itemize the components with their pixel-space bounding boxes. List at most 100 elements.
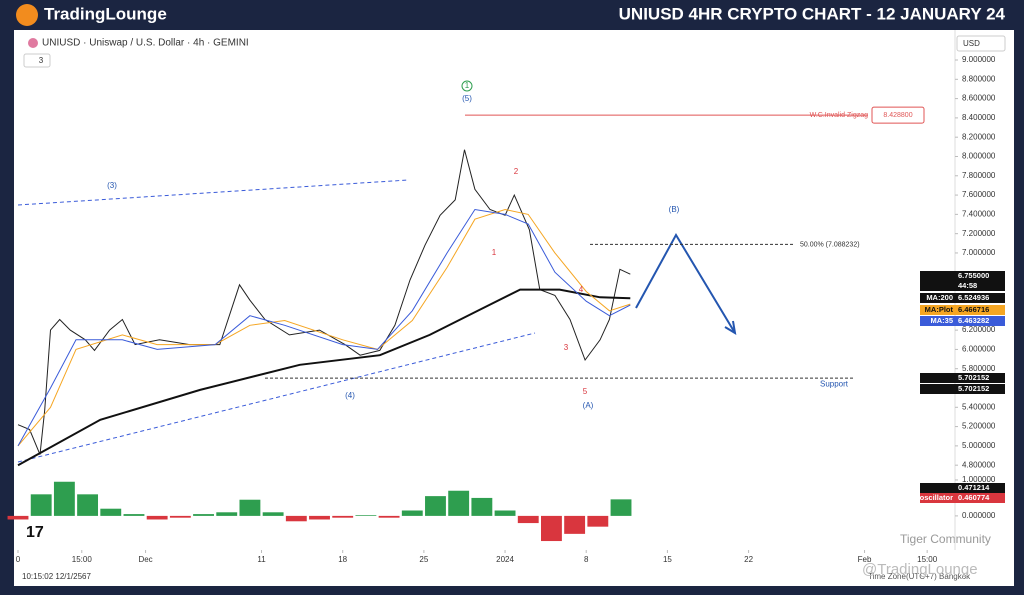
wave-label: 3: [564, 343, 569, 352]
price-tag-label: MA:35: [930, 316, 953, 325]
x-tick-label: Feb: [858, 555, 872, 564]
y-tick-label: 8.600000: [962, 94, 996, 103]
y-tick-label: 5.400000: [962, 402, 996, 411]
wave-label: 4: [579, 285, 584, 294]
x-tick-label: Dec: [138, 555, 152, 564]
oscillator-bar: [30, 494, 52, 516]
y-tick-label: 7.800000: [962, 171, 996, 180]
y-tick-label: 5.000000: [962, 441, 996, 450]
oscillator-bar: [123, 514, 145, 516]
x-tick-label: 25: [419, 555, 428, 564]
oscillator-bar: [425, 496, 446, 516]
wave-label: 5: [583, 387, 588, 396]
price-tag-label: 44:58: [958, 281, 977, 290]
x-tick-label: 15:00: [917, 555, 938, 564]
y-tick-label: 1.000000: [962, 475, 996, 484]
oscillator-bar: [216, 512, 238, 516]
price-tag: [920, 483, 1005, 493]
x-tick-label: 2024: [496, 555, 514, 564]
wave-label: (4): [345, 391, 355, 400]
indicator-button[interactable]: [23, 53, 51, 68]
x-tick-label: 8: [584, 555, 589, 564]
oscillator-bar: [378, 515, 400, 518]
price-tag-label: 6.524936: [958, 293, 989, 302]
price-tag: [920, 293, 1005, 303]
wave-label: (A): [583, 401, 594, 410]
wave-label: 1: [492, 248, 497, 257]
oscillator-bar: [541, 515, 562, 542]
oscillator-bar: [309, 515, 330, 520]
wave-label: (3): [107, 181, 117, 190]
x-tick-label: 18: [338, 555, 347, 564]
level-tag-label: 8.428800: [883, 112, 912, 119]
trendline: [17, 332, 536, 463]
y-tick-label: 6.200000: [962, 325, 996, 334]
currency-select[interactable]: [956, 35, 1006, 52]
price-tag: [920, 271, 1005, 281]
y-tick-label: 6.000000: [962, 345, 996, 354]
tv-logo: 17: [26, 524, 44, 541]
oscillator-bar: [53, 481, 75, 516]
watermark: Tiger Community: [900, 532, 991, 546]
watermark: @TradingLounge: [862, 561, 978, 578]
oscillator-bar: [332, 515, 354, 518]
price-tag: [920, 316, 1005, 326]
indicator-count[interactable]: 3: [39, 56, 44, 65]
level-tag: [871, 106, 925, 124]
y-tick-label: 8.200000: [962, 132, 996, 141]
price-tag-label: 0.471214: [958, 483, 990, 492]
price-tag-label: Wave oscillator: [898, 493, 953, 502]
level-name: 50.00% (7.088232): [800, 241, 860, 248]
trendline: [17, 179, 409, 206]
oscillator-bar: [146, 515, 168, 520]
price-tag-label: 6.466716: [958, 305, 989, 314]
y-tick-label: 7.000000: [962, 248, 996, 257]
price-tag-label: 5.702152: [958, 373, 989, 382]
oscillator-bar: [517, 515, 539, 524]
symbol: UNIUSD · Uniswap / U.S. Dollar · 4h · GE…: [42, 38, 249, 49]
y-tick-label: 8.000000: [962, 152, 996, 161]
oscillator-bar: [401, 510, 423, 516]
y-tick-label: 5.200000: [962, 422, 996, 431]
chart-area: [14, 30, 1014, 586]
price-tag-label: 6.463282: [958, 316, 989, 325]
symbol-icon: [28, 38, 38, 48]
timezone: Time Zone(UTC+7) Bangkok: [868, 572, 971, 581]
price-tag-label: MA:Plot: [925, 305, 954, 314]
oscillator-bar: [100, 508, 122, 516]
x-tick-label: 0: [16, 555, 21, 564]
wave-label: (B): [669, 205, 680, 214]
y-tick-label: 7.200000: [962, 229, 996, 238]
arrowhead: [724, 320, 737, 335]
price-tag: [920, 281, 1005, 291]
y-tick-label: 7.400000: [962, 209, 996, 218]
oscillator-bar: [494, 510, 516, 516]
wave-label: 1: [465, 81, 470, 90]
x-tick-label: 11: [257, 555, 266, 564]
oscillator-bar: [564, 515, 586, 534]
y-tick-label: 9.000000: [962, 55, 996, 64]
oscillator-bar: [587, 515, 609, 527]
ma-line: [17, 208, 631, 447]
clock: 10:15:02 12/1/2567: [22, 572, 92, 581]
price-tag-label: MA:200: [926, 293, 953, 302]
logo-icon: [16, 4, 38, 26]
y-tick-label: 7.600000: [962, 190, 996, 199]
currency[interactable]: USD: [963, 39, 980, 48]
oscillator-bar: [7, 515, 29, 520]
oscillator-bar: [77, 494, 99, 516]
oscillator-bar: [355, 515, 377, 516]
oscillator-bar: [193, 514, 214, 516]
oscillator-bar: [262, 512, 284, 516]
price-tag: [920, 373, 1005, 383]
oscillator-bar: [610, 499, 632, 516]
level-name: Support: [820, 379, 849, 388]
oscillator-bar: [448, 490, 470, 516]
y-tick-label: 8.400000: [962, 113, 996, 122]
price-tag: [920, 384, 1005, 394]
header-title: UNIUSD 4HR CRYPTO CHART - 12 JANUARY 24: [619, 4, 1006, 23]
wave-label: (5): [462, 94, 472, 103]
price-tag-label: 6.755000: [958, 271, 989, 280]
price-tag-label: 0.460774: [958, 493, 990, 502]
